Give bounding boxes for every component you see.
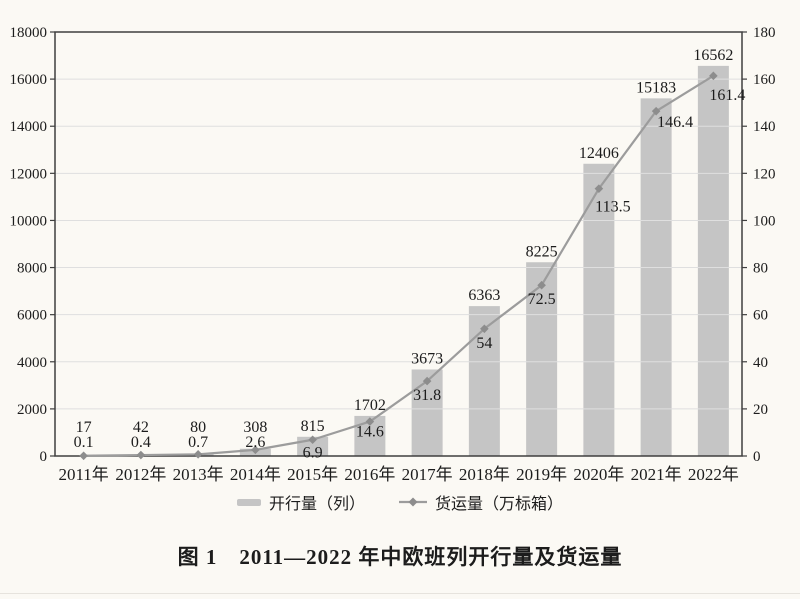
x-axis-label: 2016年 xyxy=(344,465,395,484)
left-axis-label: 0 xyxy=(40,449,48,465)
left-axis-label: 12000 xyxy=(10,166,48,182)
bar-value-label: 15183 xyxy=(636,79,676,96)
bar-value-label: 1702 xyxy=(354,397,386,414)
x-axis-label: 2019年 xyxy=(516,465,567,484)
freight-value-label: 146.4 xyxy=(657,114,693,131)
marker-2019年 xyxy=(537,280,546,290)
marker-2018年 xyxy=(480,324,489,334)
freight-value-label: 14.6 xyxy=(356,424,384,441)
freight-value-label: 31.8 xyxy=(413,387,441,404)
left-axis-label: 4000 xyxy=(17,355,47,371)
marker-2021年 xyxy=(651,106,661,116)
freight-value-label: 0.7 xyxy=(188,434,208,451)
freight-value-label: 2.6 xyxy=(245,434,265,451)
bar-2021年 xyxy=(640,98,672,456)
x-axis-label: 2012年 xyxy=(115,465,166,484)
right-axis-label: 100 xyxy=(753,213,776,229)
marker-2013年 xyxy=(193,450,203,459)
marker-2015年 xyxy=(308,435,317,445)
left-axis-label: 18000 xyxy=(10,25,48,41)
marker-2011年 xyxy=(79,451,88,461)
right-axis-label: 120 xyxy=(753,166,776,182)
x-axis-label: 2018年 xyxy=(459,465,510,484)
plot-frame xyxy=(54,31,743,457)
bar-value-label: 12406 xyxy=(579,145,619,162)
x-axis-label: 2013年 xyxy=(173,465,224,484)
line-marker-swatch-icon xyxy=(399,497,427,507)
right-axis-label: 80 xyxy=(753,261,768,277)
page-divider-line xyxy=(0,593,800,594)
right-axis-label: 0 xyxy=(753,449,761,465)
left-axis-label: 2000 xyxy=(17,402,47,418)
freight-line xyxy=(83,74,714,457)
left-axis-label: 8000 xyxy=(17,261,47,277)
left-axis-label: 10000 xyxy=(10,213,48,229)
x-axis-label: 2014年 xyxy=(230,465,281,484)
freight-value-label: 0.4 xyxy=(131,434,151,451)
bar-value-label: 6363 xyxy=(468,287,500,304)
chart-area: 0 2000 4000 6000 8000 10000 12000 14000 16000 180… xyxy=(10,25,776,484)
right-axis-label: 140 xyxy=(753,119,776,135)
bar-value-label: 308 xyxy=(243,419,267,436)
bar-value-label: 16562 xyxy=(693,47,733,64)
x-axis-label: 2011年 xyxy=(58,465,108,484)
marker-2016年 xyxy=(365,417,375,426)
left-axis-label: 6000 xyxy=(17,308,47,324)
right-axis-label: 60 xyxy=(753,308,768,324)
right-axis-label: 180 xyxy=(753,25,776,41)
right-axis-label: 20 xyxy=(753,402,768,418)
right-axis-label: 160 xyxy=(753,72,776,88)
freight-value-label: 0.1 xyxy=(74,434,94,451)
left-axis-label: 16000 xyxy=(10,72,48,88)
bar-value-label: 3673 xyxy=(411,350,443,367)
x-axis-label: 2021年 xyxy=(631,465,682,484)
bar-value-label: 17 xyxy=(76,419,92,436)
x-axis-label: 2020年 xyxy=(573,465,624,484)
bar-2019年 xyxy=(526,262,558,456)
x-axis-label: 2015年 xyxy=(287,465,338,484)
bar-value-label: 8225 xyxy=(526,243,558,260)
legend-label-trains: 开行量（列） xyxy=(268,496,365,513)
bar-2022年 xyxy=(697,65,729,456)
bar-swatch-icon xyxy=(236,498,261,506)
bar-2020年 xyxy=(583,163,615,456)
freight-value-label: 161.4 xyxy=(709,87,745,104)
marker-2014年 xyxy=(251,445,260,455)
figure-caption: 图 1 2011—2022 年中欧班列开行量及货运量 xyxy=(177,545,623,569)
right-axis-label: 40 xyxy=(753,355,768,371)
combo-chart: 0 2000 4000 6000 8000 10000 12000 14000 16000 180… xyxy=(10,25,776,484)
x-axis-label: 2022年 xyxy=(688,465,739,484)
bar-value-label: 42 xyxy=(133,419,149,436)
left-axis-label: 14000 xyxy=(10,119,48,135)
marker-2020年 xyxy=(594,184,604,193)
bar-value-label: 80 xyxy=(190,419,206,436)
freight-value-label: 54 xyxy=(476,335,492,352)
legend-item-freight: 货运量（万标箱） xyxy=(399,490,563,514)
bar-value-label: 815 xyxy=(301,418,325,435)
x-axis-label: 2017年 xyxy=(402,465,453,484)
freight-value-label: 6.9 xyxy=(303,445,323,462)
freight-value-label: 113.5 xyxy=(595,199,630,216)
marker-2022年 xyxy=(709,71,718,81)
legend-label-freight: 货运量（万标箱） xyxy=(435,496,564,513)
marker-2017年 xyxy=(422,376,432,386)
legend-item-trains: 开行量（列） xyxy=(236,490,365,514)
chart-legend: 开行量（列） 货运量（万标箱） xyxy=(0,491,800,513)
marker-2012年 xyxy=(136,450,146,460)
freight-value-label: 72.5 xyxy=(528,291,556,308)
